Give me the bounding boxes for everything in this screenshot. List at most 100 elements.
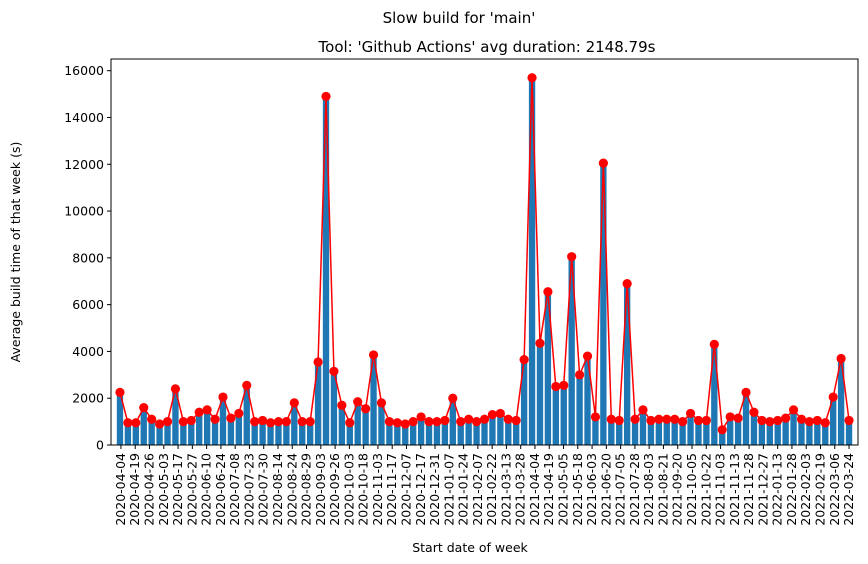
data-point [258,415,268,426]
bar [520,359,528,445]
bar [402,423,409,445]
data-point [527,73,537,83]
x-tick-label: 2020-12-31 [427,453,442,526]
bar [766,421,773,445]
data-point [535,338,545,348]
bar [124,422,132,445]
bar [188,420,195,445]
bar [782,418,789,445]
x-tick-label: 2020-09-03 [313,453,328,526]
data-point [408,417,418,427]
bar [814,420,821,445]
x-tick-label: 2020-11-03 [370,453,385,526]
data-point [321,91,331,102]
data-point [154,419,165,429]
y-tick-label: 6000 [72,297,104,312]
data-point [376,398,387,408]
bar [378,402,385,445]
data-point [273,417,284,427]
data-point [757,415,767,426]
bar [338,405,346,445]
data-point [392,418,402,428]
data-point [559,380,569,390]
bar [172,388,179,445]
data-point [234,408,244,419]
x-tick-label: 2020-05-27 [184,453,199,526]
bar [346,422,353,445]
data-point [828,392,838,402]
data-point [345,418,355,428]
x-tick-label: 2020-11-17 [384,453,399,526]
bar [536,343,544,445]
data-point [511,415,521,426]
data-point [717,425,727,435]
data-point [226,413,236,423]
data-point [741,387,751,397]
bar [489,414,496,445]
data-point [194,407,204,417]
x-tick-label: 2021-01-07 [441,453,456,526]
data-point [250,417,260,427]
data-point [709,339,719,350]
bar [774,420,781,445]
bar [283,421,290,445]
y-tick-label: 14000 [64,110,104,125]
x-tick-label: 2020-08-24 [284,453,299,526]
bar [473,421,480,445]
data-point [186,415,196,426]
y-tick-label: 4000 [72,344,104,359]
data-point [115,387,125,397]
data-point [781,413,791,423]
x-tick-label: 2020-09-26 [327,453,342,526]
bar [481,419,488,445]
data-point [337,400,347,410]
bar [576,374,583,445]
x-tick-label: 2022-03-06 [827,453,842,526]
bar [203,409,211,445]
bar [837,358,845,445]
y-tick-label: 8000 [72,250,104,265]
data-point [139,402,149,413]
bar [608,419,615,445]
bar [259,420,266,445]
data-point [456,417,466,427]
series-line [119,77,850,433]
data-point [638,405,648,415]
x-tick-label: 2020-08-29 [299,453,314,526]
x-tick-label: 2022-01-28 [784,453,799,526]
data-point [432,417,442,427]
x-tick-label: 2021-11-03 [713,453,728,526]
data-point [353,397,363,407]
bar [140,407,147,445]
bar [275,421,282,445]
data-point [630,414,640,424]
bar [497,413,504,445]
data-point [313,357,323,367]
bar [647,420,655,445]
x-tick-label: 2020-04-04 [113,453,128,526]
x-tick-label: 2021-08-21 [655,453,670,526]
bar [758,420,766,445]
x-tick-label: 2021-06-03 [584,453,599,526]
data-point [242,380,252,390]
bar [687,413,694,445]
x-tick-label: 2021-11-28 [741,453,756,526]
x-tick-label: 2021-05-05 [556,453,571,526]
bar [449,398,456,445]
data-point [281,417,291,427]
data-point [598,158,608,168]
data-point [368,350,379,360]
bar [528,77,536,445]
bar [291,402,298,445]
x-tick-label: 2021-02-07 [470,453,485,526]
data-point [479,414,490,424]
data-point [218,392,228,402]
bar [180,421,187,445]
data-point [804,417,815,427]
bar [639,409,647,445]
x-tick-label: 2020-06-10 [199,453,214,526]
plot-frame [110,58,859,446]
data-point [487,409,498,420]
x-tick-label: 2021-09-20 [670,453,685,526]
x-tick-label: 2021-10-22 [698,453,713,526]
